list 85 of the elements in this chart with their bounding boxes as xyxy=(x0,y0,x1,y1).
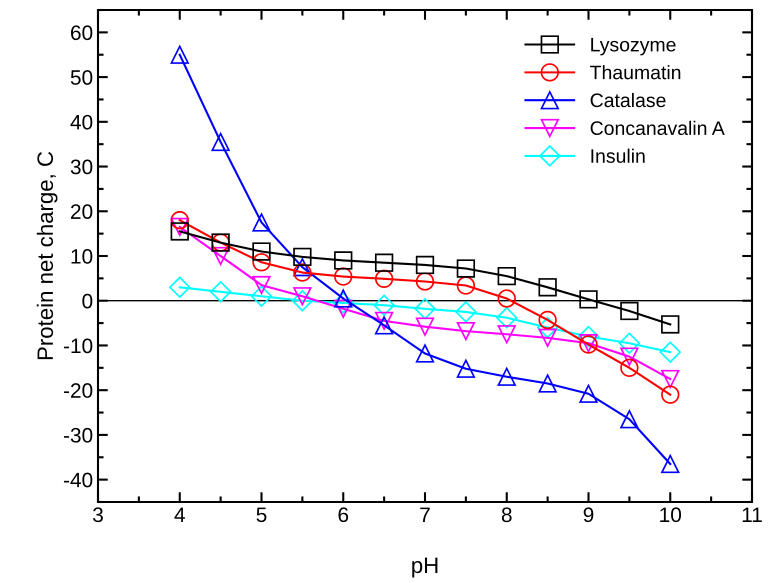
point xyxy=(538,328,557,348)
point xyxy=(170,46,189,64)
point xyxy=(455,301,477,323)
point xyxy=(620,410,639,428)
x-tick-label: 11 xyxy=(742,508,762,522)
point xyxy=(620,347,639,366)
x-tick-label: 10 xyxy=(660,507,682,522)
point xyxy=(620,358,639,377)
y-tick-label: 60 xyxy=(71,25,92,40)
point xyxy=(456,322,476,340)
point xyxy=(374,316,394,334)
x-tick-label: 9 xyxy=(584,507,594,522)
point xyxy=(579,290,598,309)
y-axis-title: Protein net charge, C xyxy=(36,152,58,360)
point xyxy=(252,213,271,232)
point xyxy=(374,312,394,330)
point xyxy=(661,385,680,404)
legend-label: Concanavalin A xyxy=(590,120,725,136)
point xyxy=(334,267,352,286)
point xyxy=(416,318,434,336)
point xyxy=(538,374,557,393)
point xyxy=(334,289,352,308)
point xyxy=(170,222,189,241)
point xyxy=(538,310,557,330)
point xyxy=(661,315,680,334)
point xyxy=(211,132,230,152)
y-tick-label: 40 xyxy=(70,114,92,130)
point xyxy=(498,289,516,308)
y-tick-label: -20 xyxy=(64,383,92,398)
point xyxy=(416,272,434,291)
point xyxy=(252,253,271,272)
point xyxy=(661,370,680,388)
point xyxy=(292,290,314,312)
y-tick-label: 0 xyxy=(82,294,92,308)
x-tick-label: 5 xyxy=(256,508,266,522)
point xyxy=(374,254,394,272)
point xyxy=(170,211,189,230)
legend-label: Lysozyme xyxy=(591,38,676,56)
y-tick-label: 20 xyxy=(71,204,92,220)
point xyxy=(416,344,434,363)
x-axis-title: pH xyxy=(412,558,438,578)
y-tick-label: 10 xyxy=(72,249,92,264)
legend-label: Thaumatin xyxy=(590,65,680,80)
point xyxy=(252,242,271,261)
point xyxy=(536,316,558,338)
point xyxy=(538,278,557,296)
point xyxy=(252,276,271,294)
y-tick-label: 50 xyxy=(70,70,92,85)
point xyxy=(334,251,352,270)
point xyxy=(170,218,189,236)
point xyxy=(498,266,516,286)
legend-label: Insulin xyxy=(591,148,645,163)
y-tick-label: -40 xyxy=(64,472,92,488)
point xyxy=(293,258,312,276)
point xyxy=(293,263,312,282)
point xyxy=(661,454,680,474)
point xyxy=(169,276,190,298)
legend-label: Catalase xyxy=(590,92,666,108)
point xyxy=(210,281,232,302)
point xyxy=(250,286,272,307)
point xyxy=(496,307,518,328)
point xyxy=(456,259,476,278)
x-tick-label: 4 xyxy=(174,508,185,522)
point xyxy=(660,342,681,363)
y-tick-label: 30 xyxy=(70,160,92,174)
point xyxy=(293,248,312,266)
point xyxy=(578,326,600,348)
point xyxy=(498,368,516,386)
point xyxy=(498,325,516,344)
point xyxy=(620,302,639,320)
point xyxy=(374,270,394,288)
point xyxy=(456,360,476,378)
point xyxy=(373,294,395,316)
point xyxy=(211,246,230,266)
x-tick-label: 8 xyxy=(502,507,512,522)
point xyxy=(416,256,434,274)
point xyxy=(579,384,598,403)
y-tick-label: -30 xyxy=(64,428,92,443)
point xyxy=(414,298,436,320)
x-tick-label: 6 xyxy=(338,507,348,522)
y-tick-label: -10 xyxy=(64,338,92,354)
x-tick-label: 3 xyxy=(93,507,103,522)
point xyxy=(618,332,640,354)
point xyxy=(456,276,476,295)
x-tick-label: 7 xyxy=(420,508,430,522)
